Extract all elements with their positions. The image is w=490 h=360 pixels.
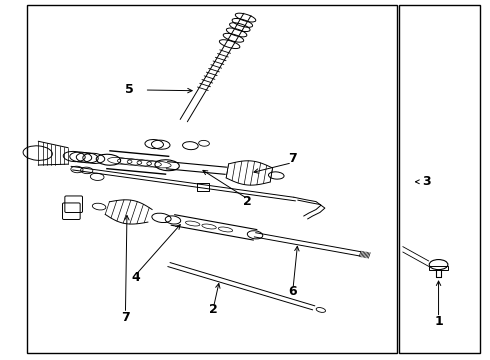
Text: 3: 3 [422, 175, 431, 188]
Text: 2: 2 [243, 195, 252, 208]
Text: 7: 7 [121, 311, 130, 324]
Text: 1: 1 [434, 315, 443, 328]
Text: 2: 2 [209, 303, 218, 316]
Bar [399, 5, 480, 353]
Text: 7: 7 [288, 152, 296, 165]
Bar [27, 5, 397, 353]
Bar [429, 266, 448, 270]
Text: 4: 4 [132, 271, 141, 284]
Text: 6: 6 [289, 285, 297, 298]
Text: 5: 5 [125, 83, 134, 96]
